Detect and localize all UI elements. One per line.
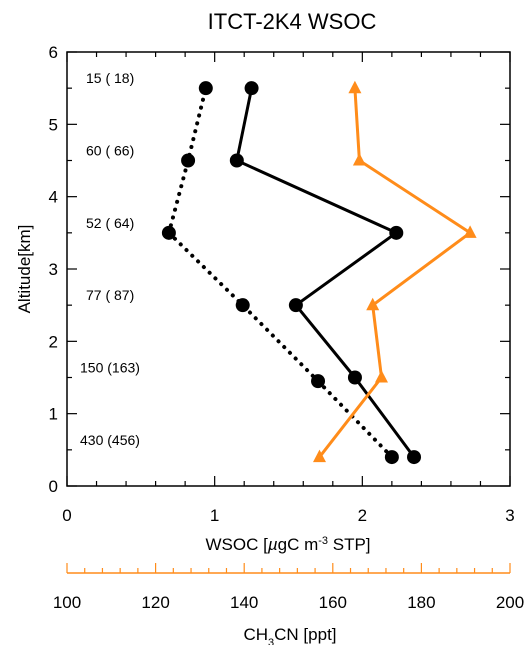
sample-count-label: 60 ( 66) (86, 143, 134, 159)
x-axis-label: WSOC [µgC m-3 STP] (205, 535, 370, 554)
x-tick-label: 2 (358, 506, 367, 525)
x-axis-ticks: 0 1 2 3 (62, 52, 515, 525)
series-point (181, 153, 196, 168)
series-point (352, 153, 366, 166)
y-axis-ticks: 0 1 2 3 4 5 6 (49, 43, 510, 496)
y-tick-label: 6 (49, 43, 58, 62)
y-tick-label: 0 (49, 477, 58, 496)
y-axis-label: Altitude[km] (15, 225, 34, 314)
y-tick-label: 3 (49, 260, 58, 279)
series-1 (229, 81, 422, 465)
series-point (347, 370, 362, 385)
series-3 (313, 80, 477, 463)
series-point (463, 225, 477, 238)
series-point (235, 298, 250, 313)
x-tick-label: 1 (210, 506, 219, 525)
ch3cn-tick-label: 180 (407, 593, 435, 612)
x-tick-label: 0 (62, 506, 71, 525)
sample-count-label: 150 (163) (80, 360, 140, 376)
y-tick-label: 1 (49, 405, 58, 424)
ch3cn-tick-label: 140 (230, 593, 258, 612)
ch3cn-tick-label: 160 (319, 593, 347, 612)
series-line (235, 87, 416, 458)
sample-count-label: 52 ( 64) (86, 215, 134, 231)
sample-count-label: 77 ( 87) (86, 287, 134, 303)
series-line (166, 86, 394, 460)
series-point (229, 153, 244, 168)
chart-title: ITCT-2K4 WSOC (208, 9, 377, 34)
ch3cn-tick-label: 100 (53, 593, 81, 612)
ch3cn-tick-label: 120 (141, 593, 169, 612)
series-2 (161, 81, 399, 465)
series-point (375, 370, 388, 383)
y-tick-label: 2 (49, 332, 58, 351)
series-point (407, 450, 422, 465)
series-line (318, 88, 472, 459)
series-point (244, 81, 259, 96)
sample-count-labels: 15 ( 18) 60 ( 66) 52 ( 64) 77 ( 87) 150 (163… (80, 70, 140, 448)
ch3cn-tick-label: 200 (496, 593, 524, 612)
series-point (161, 225, 176, 240)
sample-count-label: 430 (456) (80, 432, 140, 448)
series-point (384, 450, 399, 465)
series-point (389, 225, 404, 240)
series-point (313, 449, 326, 463)
ch3cn-axis: 100 120 140 160 180 200 (53, 563, 524, 612)
sample-count-label: 15 ( 18) (86, 70, 134, 86)
plot-frame (66, 51, 511, 487)
series-point (198, 81, 213, 96)
x-tick-label: 3 (505, 506, 514, 525)
y-tick-label: 4 (49, 188, 58, 207)
series-point (366, 297, 380, 311)
series-layer (161, 80, 477, 465)
series-point (288, 298, 303, 313)
ch3cn-axis-label: CH3CN [ppt] (243, 625, 336, 645)
series-point (311, 374, 326, 389)
y-tick-label: 5 (49, 115, 58, 134)
series-point (348, 80, 362, 94)
